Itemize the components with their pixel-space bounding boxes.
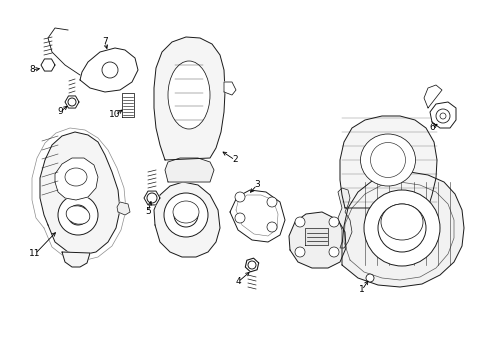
Circle shape [163,193,207,237]
Circle shape [102,62,118,78]
Polygon shape [154,182,220,257]
Text: 1: 1 [358,285,364,294]
Polygon shape [288,212,346,268]
Polygon shape [339,116,436,208]
Circle shape [58,195,98,235]
Circle shape [363,190,439,266]
Polygon shape [229,190,285,242]
Ellipse shape [173,201,199,223]
Circle shape [68,205,88,225]
Polygon shape [305,228,327,245]
Text: 9: 9 [57,108,63,117]
Ellipse shape [370,143,405,177]
Circle shape [247,261,256,269]
Circle shape [68,98,76,106]
Polygon shape [62,252,90,267]
Polygon shape [41,59,55,71]
Ellipse shape [380,204,422,240]
Text: 4: 4 [235,278,240,287]
Circle shape [294,217,305,227]
Polygon shape [429,102,455,128]
Circle shape [377,204,425,252]
Circle shape [266,197,276,207]
Text: 6: 6 [428,123,434,132]
Ellipse shape [168,61,209,129]
Circle shape [235,192,244,202]
Text: 3: 3 [254,180,259,189]
Circle shape [435,109,449,123]
Polygon shape [55,158,98,200]
Circle shape [266,222,276,232]
Text: 10: 10 [109,111,121,120]
Polygon shape [337,188,351,248]
Polygon shape [65,96,79,108]
Circle shape [147,193,157,203]
Polygon shape [117,202,130,215]
Ellipse shape [66,206,90,224]
Circle shape [365,274,373,282]
Polygon shape [80,48,138,92]
Circle shape [439,113,445,119]
Polygon shape [341,172,463,287]
Circle shape [235,213,244,223]
Circle shape [174,203,198,227]
Polygon shape [122,93,134,117]
Ellipse shape [65,168,87,186]
Text: 5: 5 [145,207,151,216]
Text: 11: 11 [29,249,41,258]
Polygon shape [224,82,236,95]
Circle shape [328,217,338,227]
Polygon shape [40,132,120,255]
Polygon shape [245,258,258,272]
Circle shape [328,247,338,257]
Text: 7: 7 [102,37,108,46]
Polygon shape [143,191,160,205]
Text: 8: 8 [29,66,35,75]
Polygon shape [164,158,214,182]
Text: 2: 2 [232,156,237,165]
Polygon shape [423,85,441,108]
Ellipse shape [360,134,415,186]
Polygon shape [154,37,224,160]
Circle shape [294,247,305,257]
